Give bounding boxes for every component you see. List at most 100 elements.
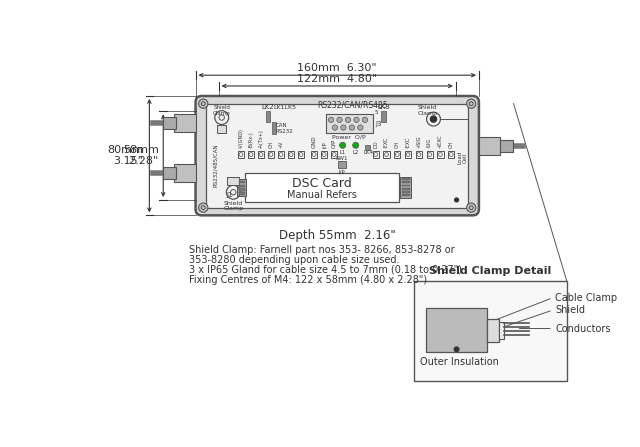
Bar: [326, 114, 373, 133]
Text: LK2: LK2: [262, 104, 275, 110]
Text: CH: CH: [449, 141, 454, 148]
Text: Shield: Shield: [418, 105, 437, 110]
Circle shape: [354, 117, 359, 122]
Text: L2: L2: [353, 150, 359, 155]
Circle shape: [454, 198, 458, 202]
Circle shape: [337, 117, 342, 122]
Text: J1: J1: [226, 192, 233, 198]
Bar: [479, 137, 500, 155]
Text: CAN: CAN: [276, 123, 287, 128]
Bar: [488, 319, 499, 342]
Bar: [338, 161, 346, 168]
Circle shape: [198, 99, 208, 108]
Bar: [227, 177, 239, 185]
Bar: [268, 152, 274, 158]
Bar: [405, 152, 411, 158]
Bar: [288, 152, 294, 158]
Bar: [174, 114, 196, 132]
Circle shape: [467, 203, 476, 212]
Text: 122mm  4.80": 122mm 4.80": [297, 74, 378, 84]
Text: LK1LK5: LK1LK5: [273, 105, 296, 110]
Text: RS232/CAN/RS485: RS232/CAN/RS485: [317, 101, 388, 110]
Bar: [365, 145, 369, 150]
Bar: [174, 164, 196, 182]
Text: Shield: Shield: [555, 305, 585, 315]
Text: Load
Cell: Load Cell: [458, 151, 468, 164]
Bar: [311, 152, 317, 158]
Text: 353-8280 depending upon cable size used.: 353-8280 depending upon cable size used.: [189, 255, 400, 265]
Text: 80mm
3.15": 80mm 3.15": [108, 145, 143, 166]
Text: Shield: Shield: [213, 105, 230, 110]
Text: LK3: LK3: [377, 104, 390, 110]
Text: Shield: Shield: [223, 202, 243, 207]
Text: +V: +V: [278, 141, 284, 148]
Text: Manual Refers: Manual Refers: [287, 190, 356, 199]
Text: O/P: O/P: [332, 139, 337, 148]
Bar: [245, 173, 399, 202]
Text: Clamp: Clamp: [223, 206, 243, 211]
Circle shape: [340, 142, 346, 148]
FancyBboxPatch shape: [196, 96, 479, 215]
Bar: [499, 321, 504, 338]
Text: Depth 55mm  2.16": Depth 55mm 2.16": [279, 229, 396, 242]
Bar: [402, 178, 410, 180]
Bar: [402, 188, 410, 190]
Bar: [401, 177, 411, 198]
Text: Shield Clamp: Farnell part nos 353- 8266, 853-8278 or: Shield Clamp: Farnell part nos 353- 8266…: [189, 245, 455, 255]
Text: -V(GND): -V(GND): [239, 128, 243, 148]
Text: 5: 5: [375, 110, 378, 115]
Text: 3 x IP65 Gland for cable size 4.5 to 7mm (0.18 to 0.27"): 3 x IP65 Gland for cable size 4.5 to 7mm…: [189, 265, 462, 274]
Text: SW1: SW1: [335, 156, 348, 160]
Bar: [331, 152, 337, 158]
Bar: [372, 152, 379, 158]
Text: -EXC: -EXC: [406, 137, 411, 148]
Text: 58mm
2.28": 58mm 2.28": [123, 145, 159, 166]
Bar: [239, 188, 245, 191]
Bar: [239, 192, 245, 194]
Circle shape: [340, 125, 346, 130]
Text: -A(Tx+): -A(Tx+): [259, 130, 264, 148]
Bar: [238, 152, 244, 158]
Circle shape: [467, 99, 476, 108]
Text: Cable Clamp: Cable Clamp: [555, 293, 617, 303]
Bar: [402, 194, 410, 196]
Text: RS232/485/CAN: RS232/485/CAN: [213, 143, 218, 187]
Circle shape: [198, 203, 208, 212]
Circle shape: [431, 116, 436, 122]
Circle shape: [358, 125, 363, 130]
Text: Conductors: Conductors: [555, 324, 611, 333]
Bar: [416, 152, 422, 158]
Text: RS232: RS232: [276, 129, 293, 134]
Bar: [163, 167, 175, 179]
Bar: [272, 122, 276, 135]
Bar: [414, 281, 566, 381]
Text: DO: DO: [373, 141, 378, 148]
Text: -B(Rx-): -B(Rx-): [248, 131, 253, 148]
Text: L1: L1: [339, 150, 346, 155]
Bar: [217, 125, 227, 133]
Text: I/P: I/P: [338, 170, 345, 175]
Circle shape: [346, 117, 351, 122]
Bar: [426, 308, 488, 352]
Text: J3: J3: [375, 121, 381, 127]
Text: -SIG: -SIG: [427, 138, 432, 148]
Text: Power  O/P: Power O/P: [332, 134, 365, 139]
Bar: [394, 152, 401, 158]
Text: Shield Clamp Detail: Shield Clamp Detail: [429, 266, 552, 276]
Text: DSC Card: DSC Card: [292, 177, 352, 190]
Bar: [237, 179, 246, 196]
Circle shape: [454, 347, 459, 352]
Bar: [402, 181, 410, 183]
Text: Clamp: Clamp: [417, 110, 437, 116]
Bar: [163, 117, 175, 129]
Bar: [427, 152, 433, 158]
Bar: [383, 152, 390, 158]
Text: +SIG: +SIG: [417, 136, 421, 148]
Text: -EXC: -EXC: [384, 137, 389, 148]
Text: GND: GND: [312, 136, 317, 148]
Bar: [239, 181, 245, 183]
Bar: [248, 152, 254, 158]
Text: LK4: LK4: [363, 150, 373, 155]
Bar: [402, 191, 410, 193]
Bar: [266, 111, 270, 122]
